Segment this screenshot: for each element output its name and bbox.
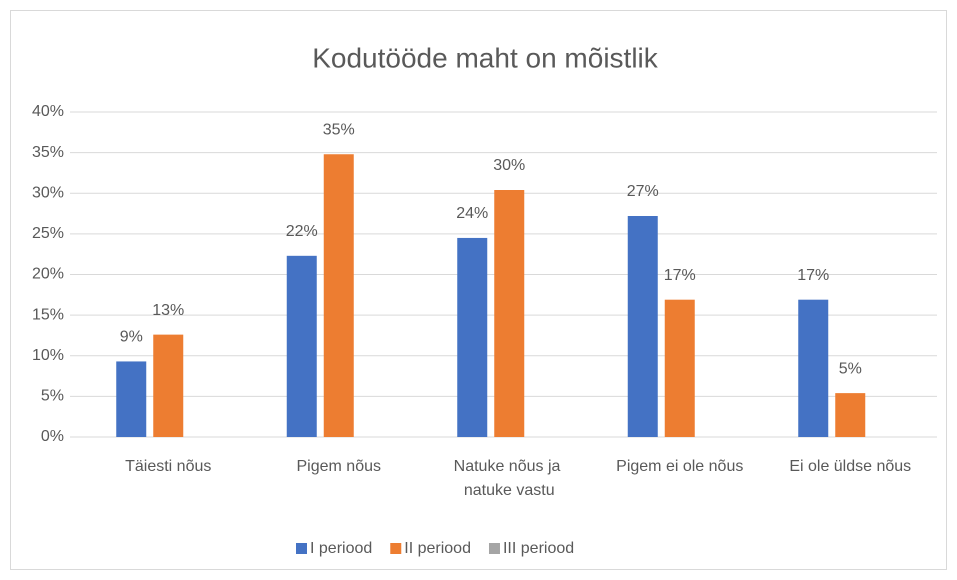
value-label: 9% <box>120 329 143 346</box>
bar <box>835 393 866 437</box>
y-tick-label: 40% <box>32 103 64 120</box>
value-label: 17% <box>797 267 829 284</box>
value-label: 35% <box>323 121 355 138</box>
bar <box>323 154 354 437</box>
x-tick-label: Täiesti nõus <box>125 458 211 475</box>
value-label: 5% <box>839 360 862 377</box>
legend-label: I periood <box>310 540 372 557</box>
legend-swatch <box>296 543 307 554</box>
bar <box>664 299 695 437</box>
chart-title: Kodutööde maht on mõistlik <box>312 42 659 73</box>
y-tick-label: 15% <box>32 306 64 323</box>
y-tick-label: 5% <box>41 388 64 405</box>
x-tick-label: Natuke nõus ja natuke vastu <box>454 458 565 499</box>
bar <box>494 190 525 437</box>
value-label: 24% <box>456 205 488 222</box>
y-tick-label: 10% <box>32 347 64 364</box>
bar <box>798 299 829 437</box>
bar <box>457 237 488 437</box>
y-tick-label: 20% <box>32 266 64 283</box>
x-tick-label: Pigem nõus <box>297 458 382 475</box>
legend-swatch <box>390 543 402 554</box>
y-tick-label: 25% <box>32 225 64 242</box>
x-tick-label: Ei ole üldse nõus <box>789 458 911 475</box>
bar <box>116 361 147 437</box>
bar <box>286 255 317 437</box>
value-label: 27% <box>627 183 659 200</box>
y-tick-label: 0% <box>41 428 64 445</box>
y-tick-label: 30% <box>32 184 64 201</box>
value-label: 13% <box>152 302 184 319</box>
x-tick-label: Pigem ei ole nõus <box>616 458 743 475</box>
value-label: 30% <box>493 157 525 174</box>
y-tick-label: 35% <box>32 144 64 161</box>
legend-swatch <box>488 543 500 554</box>
value-label: 17% <box>664 267 696 284</box>
bar <box>153 334 184 437</box>
legend-label: III periood <box>503 540 574 557</box>
value-label: 22% <box>286 223 318 240</box>
bar <box>627 216 658 437</box>
legend-label: II periood <box>404 540 471 557</box>
